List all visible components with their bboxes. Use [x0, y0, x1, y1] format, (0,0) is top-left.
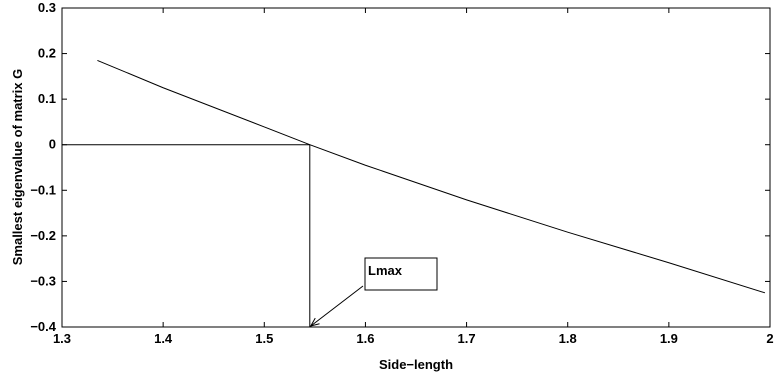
y-tick-label: −0.1 — [30, 182, 56, 197]
y-tick-label: −0.2 — [30, 228, 56, 243]
x-tick-label: 1.9 — [660, 331, 678, 346]
x-tick-label: 1.7 — [458, 331, 476, 346]
y-tick-label: 0.1 — [38, 91, 56, 106]
y-tick-label: 0.2 — [38, 46, 56, 61]
x-tick-label: 1.5 — [255, 331, 273, 346]
series-line — [97, 59, 766, 294]
axis-ticks: 1.3 1.4 1.5 1.6 1.7 1.8 1.9 2 −0.4 −0.3 −0.2 −0.1 0 0… — [30, 0, 773, 346]
x-tick-label: 1.6 — [356, 331, 374, 346]
annotation-layer: Lmax — [309, 257, 438, 327]
annotation-arrowhead — [309, 317, 320, 327]
annotation-label: Lmax — [368, 263, 403, 278]
y-axis-label: Smallest eigenvalue of matrix G — [10, 69, 25, 266]
x-tick-label: 1.4 — [154, 331, 173, 346]
y-tick-label: 0 — [49, 137, 56, 152]
x-axis-label: Side−length — [379, 357, 453, 372]
x-tick-label: 1.8 — [559, 331, 577, 346]
annotation-box — [364, 257, 438, 291]
reference-lines — [62, 144, 311, 327]
series-layer — [97, 59, 766, 294]
y-tick-label: 0.3 — [38, 0, 56, 15]
y-tick-label: −0.3 — [30, 273, 56, 288]
x-tick-label: 2 — [766, 331, 773, 346]
annotation-arrow — [310, 285, 364, 327]
x-tick-label: 1.3 — [53, 331, 71, 346]
y-tick-label: −0.4 — [30, 319, 56, 334]
